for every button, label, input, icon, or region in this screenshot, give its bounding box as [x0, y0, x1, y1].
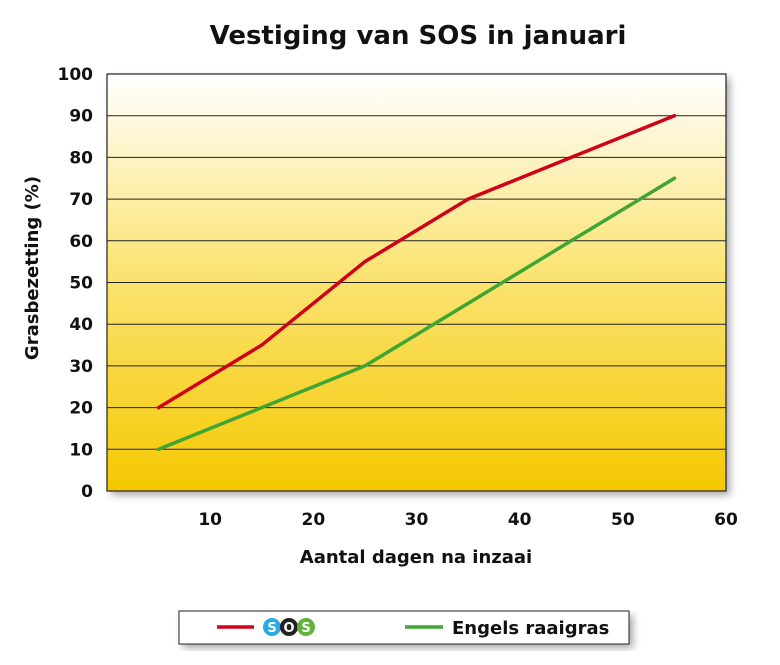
x-tick-label: 40 [508, 510, 532, 530]
sos-logo-letter-s: S [267, 621, 276, 636]
x-axis-label: Aantal dagen na inzaai [300, 547, 532, 568]
data-point [156, 406, 161, 410]
sos-logo-s2-circle [297, 618, 315, 636]
sos-logo-letter-s2: S [301, 621, 310, 636]
y-tick-label: 60 [69, 232, 93, 252]
data-point [260, 343, 264, 347]
series-line-sos [156, 113, 677, 410]
legend-border [178, 610, 630, 645]
y-tick-label: 50 [69, 274, 93, 294]
data-point [156, 447, 161, 451]
gridlines [107, 115, 726, 450]
data-point [466, 197, 470, 201]
series-line-engels-raaigras [156, 176, 677, 452]
data-point [569, 239, 573, 243]
y-axis-ticks: 0 10 20 30 40 50 60 70 80 90 100 [58, 65, 94, 502]
y-tick-label: 90 [69, 107, 93, 127]
sos-logo-letter-o: O [283, 621, 294, 636]
x-tick-label: 60 [714, 510, 738, 530]
sos-logo-s-circle [263, 618, 281, 636]
y-tick-label: 70 [69, 190, 93, 210]
x-tick-label: 10 [198, 510, 222, 530]
y-tick-label: 100 [58, 65, 94, 85]
sos-logo: S O S [263, 618, 315, 636]
y-tick-label: 10 [69, 440, 93, 460]
x-tick-label: 30 [405, 510, 429, 530]
chart-title: Vestiging van SOS in januari [210, 21, 627, 51]
data-point [466, 301, 470, 305]
sos-logo-o-circle [280, 618, 298, 636]
series-layer [156, 113, 677, 452]
y-tick-label: 30 [69, 357, 93, 377]
x-tick-label: 50 [611, 510, 635, 530]
y-tick-label: 40 [69, 315, 93, 335]
y-tick-label: 0 [81, 482, 93, 502]
y-tick-label: 20 [69, 399, 93, 419]
data-point [569, 155, 573, 159]
plot-border [106, 73, 727, 492]
y-tick-label: 80 [69, 148, 93, 168]
x-tick-label: 20 [301, 510, 325, 530]
y-axis-label: Grasbezetting (%) [22, 176, 43, 360]
data-point [672, 176, 677, 180]
data-point [672, 114, 677, 118]
legend: S O S Engels raaigras [178, 610, 630, 645]
legend-label-engels-raaigras: Engels raaigras [452, 618, 609, 639]
data-point [363, 260, 367, 264]
x-axis-ticks: 10 20 30 40 50 60 [198, 510, 738, 530]
data-point [363, 364, 367, 368]
data-point [260, 406, 264, 410]
